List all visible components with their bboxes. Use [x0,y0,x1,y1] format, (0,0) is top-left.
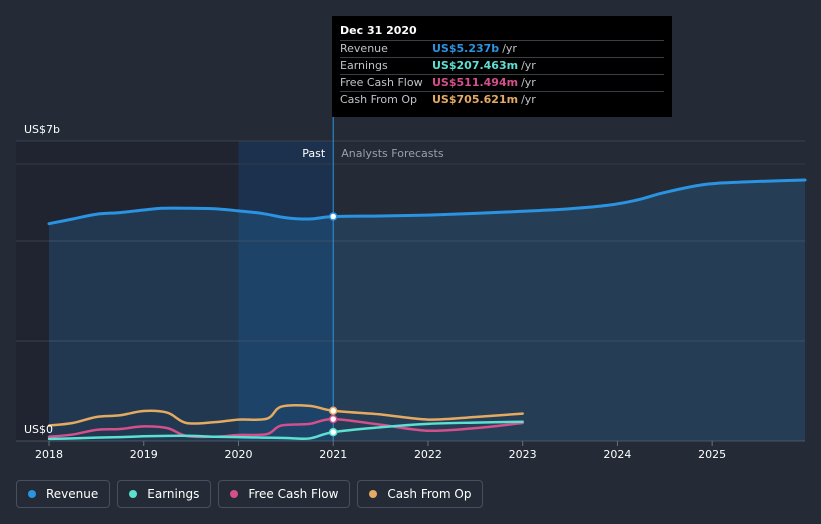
revenue-area-fill [49,180,805,441]
x-tick-label: 2025 [698,448,726,461]
tooltip-row-value: US$705.621m [432,93,519,106]
tooltip-row-unit: /yr [502,42,517,55]
y-axis-min-label: US$0 [24,423,53,436]
tooltip-row-value: US$207.463m [432,59,519,72]
tooltip-row-unit: /yr [521,76,536,89]
tooltip-row-value: US$5.237b [432,42,500,55]
series-line-cash-from-op [47,403,524,427]
x-tick-label: 2023 [509,448,537,461]
tooltip-row-value: US$511.494m [432,76,519,89]
legend-dot-icon [230,490,239,498]
legend-label: Revenue [46,487,99,501]
gridlines [16,140,805,442]
tooltip-row-unit: /yr [521,59,536,72]
tooltip-row-label: Free Cash Flow [340,76,423,89]
legend-label: Earnings [147,487,200,501]
tooltip-row-label: Revenue [340,42,388,55]
legend-item-earnings[interactable]: Earnings [117,480,212,508]
tooltip-date: Dec 31 2020 [340,24,417,37]
legend-item-revenue[interactable]: Revenue [16,480,111,508]
legend-label: Free Cash Flow [248,487,339,501]
marker-earnings [328,427,338,437]
y-axis-max-label: US$7b [24,123,60,136]
legend-dot-icon [28,490,36,498]
marker-free-cash-flow [328,414,338,424]
x-tick-label: 2018 [35,448,63,461]
x-tick-label: 2024 [603,448,631,461]
tooltip-row-label: Cash From Op [340,93,418,106]
tooltip-row-unit: /yr [521,93,536,106]
hover-tooltip: Dec 31 2020 Revenue US$5.237b/yr Earnings U… [332,16,672,117]
tooltip-row-label: Earnings [340,59,388,72]
series-line-revenue [47,178,807,226]
marker-cash-from-op [328,406,338,416]
x-tick-label: 2022 [414,448,442,461]
x-tick-label: 2020 [224,448,252,461]
past-label: Past [302,147,326,160]
hover-highlight-band [238,141,334,441]
hover-markers [328,212,338,437]
tooltip-row: Revenue US$5.237b/yr [340,40,664,57]
tooltip-row: Free Cash Flow US$511.494m/yr [340,74,664,91]
series-line-earnings [47,420,524,441]
legend-dot-icon [369,490,378,498]
legend-item-cash-from-op[interactable]: Cash From Op [357,480,484,508]
x-tick-label: 2021 [319,448,347,461]
tooltip-rows: Revenue US$5.237b/yr Earnings US$207.463m/y… [340,40,664,108]
marker-revenue [328,212,338,221]
tooltip-row: Earnings US$207.463m/yr [340,57,664,74]
legend: Revenue Earnings Free Cash Flow Cash From O… [16,480,484,508]
legend-label: Cash From Op [387,487,472,501]
series-lines [47,178,807,441]
chart-area: US$7b US$0 Past Analysts Forecasts 2018 2… [16,116,807,461]
forecast-label: Analysts Forecasts [341,147,444,160]
legend-item-free-cash-flow[interactable]: Free Cash Flow [218,480,351,508]
x-tick-label: 2019 [130,448,158,461]
tooltip-row: Cash From Op US$705.621m/yr [340,91,664,108]
x-axis: 2018 2019 2020 2021 2022 2023 2024 2025 [35,441,726,461]
legend-dot-icon [129,490,138,498]
